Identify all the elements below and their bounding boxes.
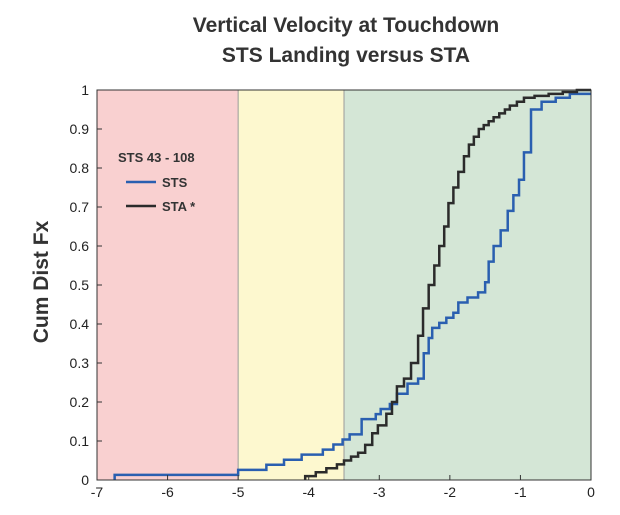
background-regions [97,90,591,480]
y-tick-label: 0 [81,472,89,488]
y-tick-label: 1 [81,82,89,98]
legend-entry-sta: STA * [162,199,196,214]
x-tick-label: -5 [232,484,245,500]
legend: STS 43 - 108 STS STA * [118,150,196,214]
series-lines [113,88,591,480]
x-tick-label: 0 [587,484,595,500]
y-tick-label: 0.5 [70,277,90,293]
x-tick-label: -1 [514,484,527,500]
series-line-sts [113,92,591,480]
chart-title-line1: Vertical Velocity at Touchdown [193,14,500,37]
y-tick-label: 0.8 [70,160,90,176]
y-tick-label: 0.6 [70,238,90,254]
x-tick-label: -7 [91,484,104,500]
x-tick-label: -6 [161,484,174,500]
axis-ticks: -7 -6 -5 -4 -3 -2 -1 0 0 0.1 0.2 0.3 0.4 0.5 0.6 0.7 0.8… [70,82,596,500]
y-tick-label: 0.1 [70,433,90,449]
region-2 [344,90,591,480]
y-tick-label: 0.3 [70,355,90,371]
legend-entry-sts: STS [162,175,188,190]
region-0 [97,90,239,480]
x-tick-label: -2 [444,484,457,500]
y-axis-label: Cum Dist Fx [30,220,53,343]
chart-title-line2: STS Landing versus STA [222,44,470,67]
x-tick-label: -3 [373,484,386,500]
y-tick-label: 0.7 [70,199,90,215]
y-tick-label: 0.2 [70,394,90,410]
x-tick-label: -4 [302,484,315,500]
y-tick-label: 0.9 [70,121,90,137]
legend-title: STS 43 - 108 [118,150,195,165]
series-line-sta [303,88,591,480]
region-1 [238,90,344,480]
y-tick-label: 0.4 [70,316,90,332]
